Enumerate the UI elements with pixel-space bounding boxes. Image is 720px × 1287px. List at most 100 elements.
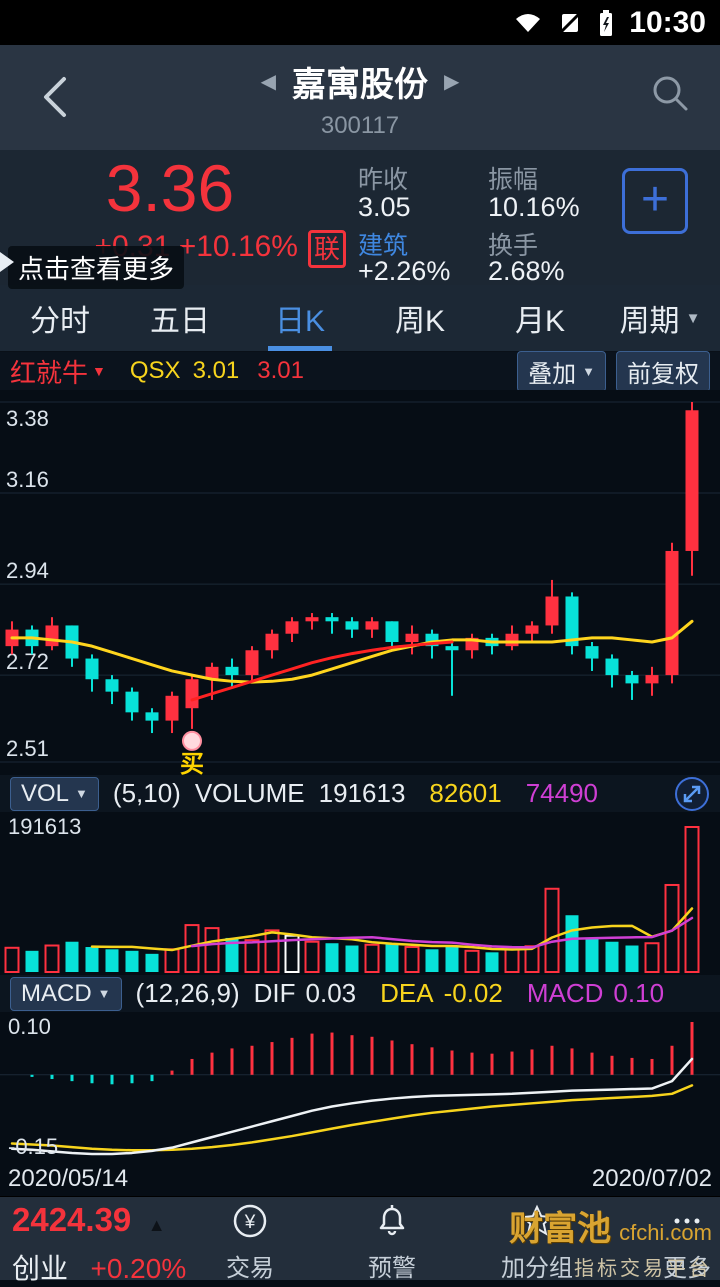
macd-pane: 0.10 -0.15 xyxy=(0,1012,720,1162)
yen-circle-icon: ¥ xyxy=(233,1204,267,1238)
vol-value: 191613 xyxy=(318,778,406,808)
watermark-site: cfchi.com xyxy=(619,1220,712,1245)
date-end: 2020/07/02 xyxy=(591,1165,712,1192)
tab-yuek[interactable]: 月K xyxy=(514,305,565,338)
indicator-bar: 红就牛 ▼ QSX 3.01 3.01 叠加 ▼ 前复权 xyxy=(0,350,720,392)
stock-code: 300117 xyxy=(320,112,400,139)
clock: 10:30 xyxy=(629,5,706,39)
date-start: 2020/05/14 xyxy=(8,1165,129,1192)
stat-label-turnover: 换手 xyxy=(488,232,539,260)
stat-value-sector: +2.26% xyxy=(358,256,451,286)
star-icon xyxy=(520,1204,554,1236)
quote-panel: 3.36 +0.31 +10.16% 点击查看更多 联 昨收 3.05 振幅 1… xyxy=(0,150,720,289)
vol-ymax-label: 191613 xyxy=(8,814,82,839)
tab-rik[interactable]: 日K xyxy=(240,285,360,351)
back-icon[interactable] xyxy=(36,73,76,121)
macd-ymin-label: -0.15 xyxy=(8,1134,59,1159)
volume-pane: 191613 xyxy=(0,812,720,975)
stat-value-turnover: 2.68% xyxy=(488,256,565,286)
nav-more[interactable]: 更多 xyxy=(655,1201,719,1283)
macd-indicator-selector[interactable]: MACD ▼ xyxy=(10,976,122,1011)
watermark-brand: 财富池 xyxy=(509,1210,612,1248)
svg-text:2.72: 2.72 xyxy=(6,649,49,674)
vol-params: (5,10) xyxy=(112,778,181,808)
dea-value: -0.02 xyxy=(443,978,503,1008)
vol-indicator-selector[interactable]: VOL ▼ xyxy=(10,776,99,811)
macd-ymax-label: 0.10 xyxy=(8,1014,51,1039)
search-icon[interactable] xyxy=(648,71,694,117)
kline-chart[interactable]: 3.38 3.16 2.94 2.72 2.51 买 xyxy=(0,390,720,778)
index-quote[interactable]: 2424.39 ▲ 创业 +0.20% xyxy=(12,1201,202,1287)
expand-icon[interactable] xyxy=(674,776,710,812)
stock-title: 嘉寓股份 xyxy=(292,66,428,104)
svg-text:买: 买 xyxy=(180,751,204,775)
qsx-label: QSX xyxy=(129,357,181,384)
period-tab-bar: 分时 五日 日K 周K 月K 周期 ▼ xyxy=(0,285,720,352)
stat-value-prevclose: 3.05 xyxy=(358,192,411,222)
no-sim-icon xyxy=(559,11,582,34)
svg-text:3.38: 3.38 xyxy=(6,406,49,431)
wifi-icon xyxy=(516,13,541,32)
indicator-selector[interactable]: 红就牛 xyxy=(10,357,89,388)
macd-header: MACD ▼ (12,26,9) DIF 0.03 DEA -0.02 MACD… xyxy=(0,975,720,1012)
nav-add-group[interactable]: 加分组 xyxy=(492,1201,582,1283)
chevron-down-icon: ▼ xyxy=(582,363,595,379)
vol-label: VOLUME xyxy=(194,778,305,808)
chevron-down-icon: ▼ xyxy=(92,363,106,379)
adjust-mode-button[interactable]: 前复权 xyxy=(616,350,710,392)
svg-text:3.16: 3.16 xyxy=(6,467,49,492)
chevron-down-icon: ▼ xyxy=(685,309,701,327)
prev-stock-icon[interactable]: ◀ xyxy=(260,71,276,93)
qsx-value-1: 3.01 xyxy=(192,357,240,384)
nav-trade[interactable]: ¥ 交易 xyxy=(210,1201,290,1283)
qsx-value-2: 3.01 xyxy=(257,357,304,384)
vol-header: VOL ▼ (5,10) VOLUME 191613 82601 74490 xyxy=(0,775,720,812)
more-dots-icon xyxy=(674,1218,700,1224)
see-more-toast[interactable]: 点击查看更多 xyxy=(8,246,185,289)
stat-label-prevclose: 昨收 xyxy=(358,166,409,194)
macd-value: 0.10 xyxy=(613,978,665,1008)
volume-chart[interactable] xyxy=(0,812,720,975)
corner-marker-icon xyxy=(0,252,14,272)
tab-zhouqi[interactable]: 周期 ▼ xyxy=(619,305,701,338)
next-stock-icon[interactable]: ▶ xyxy=(444,71,460,93)
battery-charging-icon xyxy=(600,9,613,36)
current-price: 3.36 xyxy=(105,151,235,225)
chevron-down-icon: ▼ xyxy=(75,786,88,801)
svg-text:2.94: 2.94 xyxy=(6,558,49,583)
add-watchlist-button[interactable]: + xyxy=(622,168,688,234)
macd-params: (12,26,9) xyxy=(135,978,240,1008)
macd-label: MACD xyxy=(526,978,604,1008)
dif-label: DIF xyxy=(253,978,296,1008)
vol-ma5-value: 82601 xyxy=(429,778,502,808)
chevron-down-icon: ▼ xyxy=(97,986,111,1001)
index-percent: +0.20% xyxy=(90,1253,187,1284)
index-value: 2424.39 xyxy=(12,1201,132,1238)
app-header: ◀ 嘉寓股份 ▶ 300117 xyxy=(0,45,720,150)
change-percent: +10.16% xyxy=(178,230,298,263)
status-bar: 10:30 xyxy=(0,0,720,45)
vol-ma10-value: 74490 xyxy=(525,778,599,808)
tab-fenshi[interactable]: 分时 xyxy=(30,305,90,338)
tab-zhouk[interactable]: 周K xyxy=(394,305,445,338)
stat-label-amplitude: 振幅 xyxy=(488,166,539,194)
overlay-button[interactable]: 叠加 ▼ xyxy=(517,350,606,392)
date-axis: 2020/05/14 2020/07/02 xyxy=(0,1162,720,1196)
bottom-nav: 2424.39 ▲ 创业 +0.20% ¥ 交易 预警 加分组 更多 xyxy=(0,1196,720,1284)
stat-label-sector[interactable]: 建筑 xyxy=(358,232,409,260)
svg-text:2.51: 2.51 xyxy=(6,736,49,761)
lian-badge[interactable]: 联 xyxy=(308,230,346,268)
watermark-slogan: 指标交易平台 xyxy=(574,1258,712,1280)
nav-alert[interactable]: 预警 xyxy=(352,1201,432,1283)
svg-text:¥: ¥ xyxy=(244,1212,256,1233)
index-name: 创业 xyxy=(12,1253,69,1284)
tab-wuri[interactable]: 五日 xyxy=(150,305,210,338)
stat-value-amplitude: 10.16% xyxy=(488,192,580,222)
watermark: 财富池 cfchi.com 指标交易平台 xyxy=(462,1201,712,1281)
bell-icon xyxy=(379,1205,405,1236)
macd-chart[interactable] xyxy=(0,1012,720,1162)
kline-pane: 3.38 3.16 2.94 2.72 2.51 买 xyxy=(0,390,720,778)
up-triangle-icon: ▲ xyxy=(147,1215,166,1235)
dea-label: DEA xyxy=(380,978,434,1008)
dif-value: 0.03 xyxy=(305,978,357,1008)
